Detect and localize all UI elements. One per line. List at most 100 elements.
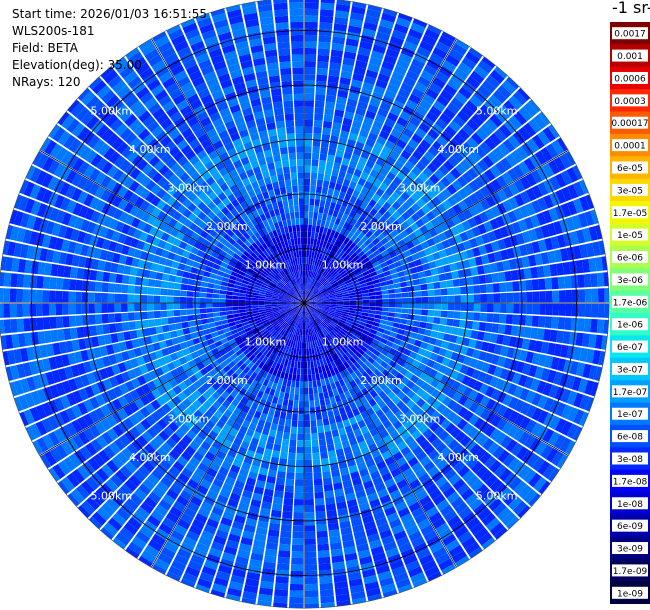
ppi-cell <box>88 303 95 314</box>
ppi-cell <box>328 243 334 251</box>
ppi-cell <box>317 283 323 290</box>
ppi-cell <box>468 401 480 413</box>
ppi-cell <box>57 480 70 495</box>
ppi-cell <box>470 114 484 127</box>
ppi-cell <box>49 384 60 399</box>
ppi-cell <box>310 264 314 272</box>
ppi-cell <box>177 472 190 484</box>
ppi-cell <box>373 141 384 152</box>
ppi-cell <box>184 265 192 273</box>
ppi-cell <box>322 295 330 298</box>
ppi-cell <box>349 305 357 309</box>
ppi-cell <box>375 79 388 89</box>
ppi-cell <box>327 312 335 317</box>
ppi-cell <box>285 307 292 310</box>
ppi-cell <box>503 472 517 487</box>
ppi-cell <box>422 428 434 439</box>
ppi-cell <box>419 99 432 111</box>
ppi-cell <box>241 279 249 285</box>
ppi-cell <box>281 517 292 525</box>
ppi-cell <box>333 285 340 290</box>
ppi-cell <box>208 343 217 351</box>
ppi-cell <box>399 484 412 495</box>
ppi-cell <box>77 402 89 416</box>
ppi-cell <box>413 315 421 322</box>
ppi-cell <box>319 239 324 247</box>
ppi-cell <box>357 192 366 201</box>
ppi-cell <box>349 356 357 364</box>
ppi-cell <box>280 524 292 532</box>
ppi-cell <box>39 248 48 262</box>
ppi-cell <box>258 440 267 449</box>
ppi-cell <box>389 518 402 529</box>
ppi-cell <box>251 546 265 555</box>
ppi-cell <box>323 319 330 325</box>
ppi-cell <box>203 473 215 484</box>
ppi-cell <box>416 208 426 219</box>
ppi-cell <box>232 295 239 300</box>
ppi-cell <box>119 109 133 123</box>
ppi-cell <box>466 517 481 530</box>
ppi-cell <box>319 313 326 319</box>
ppi-cell <box>116 332 125 342</box>
ppi-cell <box>308 257 311 265</box>
ppi-cell <box>382 161 393 172</box>
ppi-cell <box>152 255 161 264</box>
ppi-cell <box>223 272 231 279</box>
ppi-cell <box>240 332 248 339</box>
ppi-cell <box>323 297 330 300</box>
ppi-cell <box>202 196 212 206</box>
ppi-cell <box>449 262 458 272</box>
ppi-cell <box>335 587 350 596</box>
ppi-cell <box>327 313 334 318</box>
ppi-cell <box>291 305 298 308</box>
ppi-cell <box>348 388 356 397</box>
ppi-cell <box>594 366 603 382</box>
ppi-cell <box>336 301 344 303</box>
ppi-cell <box>479 198 491 211</box>
ppi-cell <box>84 385 95 399</box>
ppi-cell <box>323 477 333 486</box>
ppi-cell <box>121 447 134 460</box>
ppi-cell <box>165 259 174 267</box>
ppi-cell <box>413 177 424 187</box>
ppi-cell <box>304 257 307 264</box>
ppi-cell <box>434 289 442 296</box>
ppi-cell <box>310 304 317 306</box>
ppi-cell <box>67 241 77 254</box>
ppi-cell <box>227 318 235 324</box>
ppi-cell <box>362 293 369 297</box>
ppi-cell <box>429 352 439 362</box>
ppi-cell <box>262 495 273 504</box>
ppi-cell <box>304 329 306 336</box>
ppi-cell <box>415 434 427 445</box>
ppi-cell <box>354 229 362 237</box>
ppi-cell <box>306 309 309 316</box>
ppi-cell <box>154 504 168 517</box>
ppi-cell <box>393 530 407 541</box>
ppi-cell <box>446 491 460 504</box>
ppi-cell <box>432 361 442 371</box>
ppi-cell <box>310 238 314 245</box>
ppi-cell <box>487 364 497 376</box>
ppi-cell <box>294 321 298 328</box>
ppi-cell <box>316 307 323 311</box>
ppi-cell <box>393 317 401 324</box>
ppi-cell <box>291 320 295 327</box>
ppi-cell <box>367 4 383 13</box>
ppi-cell <box>113 208 124 220</box>
ppi-cell <box>346 359 354 367</box>
ppi-cell <box>451 180 463 191</box>
ppi-cell <box>336 0 351 6</box>
ppi-cell <box>347 25 362 35</box>
ppi-cell <box>213 577 229 587</box>
ppi-cell <box>329 535 342 544</box>
ppi-cell <box>198 405 208 415</box>
ppi-cell <box>286 325 291 332</box>
ppi-cell <box>459 277 467 287</box>
ppi-cell <box>349 295 356 299</box>
ppi-cell <box>342 244 350 252</box>
ppi-cell <box>100 483 114 497</box>
ppi-cell <box>218 466 229 476</box>
ppi-cell <box>18 196 29 212</box>
